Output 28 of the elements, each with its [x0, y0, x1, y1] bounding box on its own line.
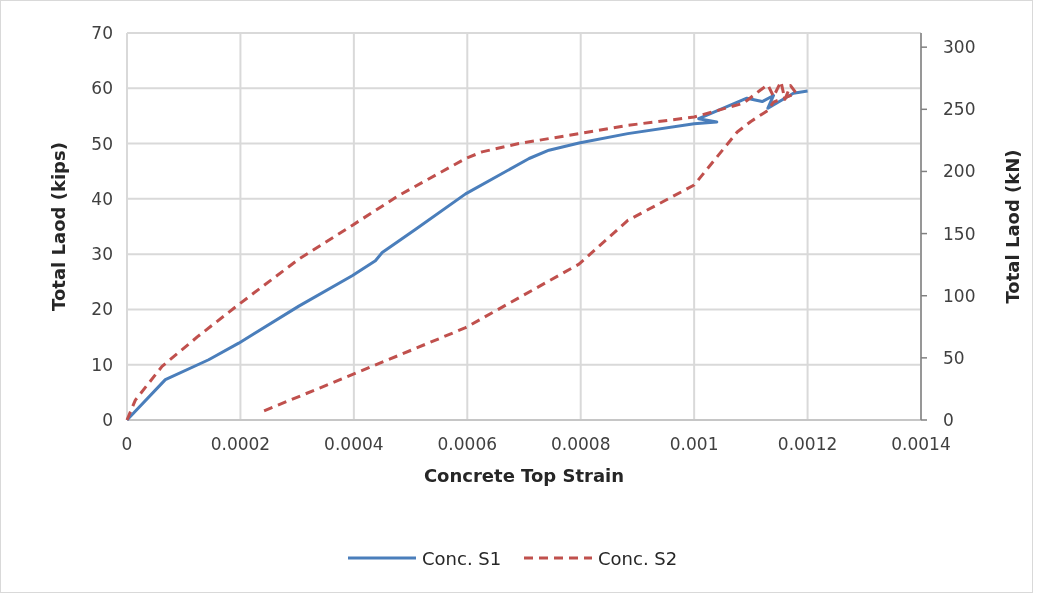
y-tick-label: 60: [91, 78, 113, 99]
y-tick-label: 10: [91, 354, 113, 375]
legend-label: Conc. S2: [598, 548, 678, 569]
y2-tick-label: 100: [943, 285, 976, 306]
x-tick-label: 0.0006: [437, 434, 498, 454]
y2-tick-label: 300: [943, 37, 976, 58]
y-tick-label: 0: [102, 410, 113, 430]
x-tick-label: 0.0004: [324, 434, 384, 454]
y2-axis-title: Total Laod (kN): [1002, 149, 1023, 304]
x-tick-label: 0.0014: [891, 434, 951, 454]
y-tick-label: 70: [91, 23, 113, 43]
y-tick-label: 20: [91, 299, 113, 320]
y-tick-label: 30: [91, 244, 113, 265]
x-tick-label: 0.0008: [550, 434, 611, 454]
legend-label: Conc. S1: [422, 548, 502, 569]
y2-tick-label: 200: [943, 161, 976, 182]
y2-tick-label: 0: [943, 410, 954, 430]
y-axis-title: Total Laod (kips): [48, 142, 69, 311]
y2-tick-label: 150: [943, 223, 976, 244]
y2-tick-label: 50: [943, 347, 965, 368]
y-tick-label: 40: [91, 188, 113, 209]
x-tick-label: 0: [121, 434, 133, 454]
y2-tick-label: 250: [943, 99, 976, 120]
x-tick-label: 0.0002: [210, 434, 271, 454]
y-tick-label: 50: [91, 133, 113, 154]
x-axis-title: Concrete Top Strain: [423, 465, 625, 486]
x-tick-label: 0.0012: [777, 434, 838, 454]
x-tick-label: 0.001: [669, 434, 719, 454]
